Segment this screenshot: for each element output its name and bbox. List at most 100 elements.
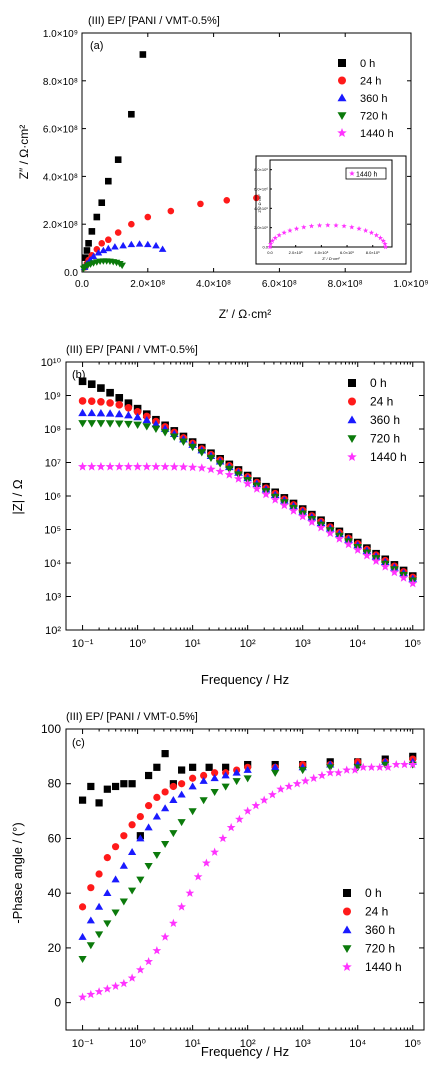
data-point xyxy=(334,534,344,543)
data-point xyxy=(202,858,211,867)
data-point xyxy=(102,984,112,993)
data-point xyxy=(408,578,418,588)
data-point xyxy=(85,240,92,247)
legend-label: 24 h xyxy=(365,905,388,919)
x-tick-label: 10⁰ xyxy=(129,1038,146,1050)
data-point xyxy=(133,421,142,430)
x-tick-label: 10⁴ xyxy=(349,638,366,650)
y-tick-label: 10⁵ xyxy=(44,525,61,537)
data-point xyxy=(127,848,137,856)
legend-label: 720 h xyxy=(370,432,400,446)
data-point xyxy=(128,220,135,228)
y-tick-label: 80 xyxy=(48,777,62,791)
inset-data-point xyxy=(276,232,282,238)
data-point xyxy=(344,539,354,549)
data-point xyxy=(144,956,153,966)
data-point xyxy=(215,466,225,476)
legend-marker xyxy=(342,925,352,934)
data-point xyxy=(270,495,280,504)
data-point xyxy=(301,776,310,785)
y-tick-label: 10⁴ xyxy=(44,558,61,570)
inset-data-point xyxy=(267,244,273,250)
data-point xyxy=(142,415,152,424)
inset-data-point xyxy=(377,235,384,241)
data-point xyxy=(158,245,167,252)
data-point xyxy=(292,779,302,788)
data-point xyxy=(136,876,145,884)
data-point xyxy=(151,419,161,428)
data-point xyxy=(197,449,207,457)
data-point xyxy=(115,394,124,402)
inset-y-tick-label: 2.0×10⁶ xyxy=(254,225,268,230)
data-point xyxy=(188,443,197,452)
data-point xyxy=(232,768,241,776)
legend-marker xyxy=(337,93,347,102)
data-point xyxy=(127,887,137,895)
x-tick-label: 10⁵ xyxy=(404,1038,421,1050)
data-point xyxy=(161,750,169,758)
data-point xyxy=(381,761,390,769)
y-tick-label: 10³ xyxy=(45,592,61,604)
inset-data-point xyxy=(293,225,300,231)
data-point xyxy=(222,763,230,771)
data-point xyxy=(185,888,195,897)
data-point xyxy=(87,397,96,406)
data-point xyxy=(375,762,385,772)
inset-x-axis-label: Z′ / Ω·cm² xyxy=(322,256,340,261)
panel-tag: (a) xyxy=(90,40,103,52)
data-point xyxy=(177,819,186,827)
data-point xyxy=(152,241,160,249)
data-point xyxy=(136,834,145,842)
inset-data-point xyxy=(301,224,307,230)
data-point xyxy=(334,768,343,777)
y-tick-label: 10⁸ xyxy=(44,424,61,436)
legend-label: 1440 h xyxy=(365,960,402,974)
data-point xyxy=(142,461,152,471)
legend-label: 360 h xyxy=(370,413,400,427)
data-point xyxy=(111,981,120,990)
legend-marker xyxy=(347,415,357,424)
data-point xyxy=(105,461,115,471)
x-tick-label: 10⁴ xyxy=(349,1038,366,1050)
legend-label: 720 h xyxy=(365,942,395,956)
legend-label: 720 h xyxy=(360,111,388,123)
y-tick-label: 4.0×10⁸ xyxy=(43,172,78,183)
legend-label: 1440 h xyxy=(360,128,394,140)
data-point xyxy=(78,955,87,963)
panel-title: (III) EP/ [PANI / VMT-0.5%] xyxy=(66,344,198,356)
inset-frame xyxy=(255,155,407,265)
data-point xyxy=(144,823,153,831)
y-tick-label: 8.0×10⁸ xyxy=(43,77,78,88)
data-point xyxy=(96,420,106,428)
y-axis-label: Z″ / Ω·cm² xyxy=(17,125,31,180)
data-point xyxy=(178,462,189,471)
y-tick-label: 0 xyxy=(54,996,61,1010)
y-tick-label: 10¹⁰ xyxy=(41,357,62,369)
inset-y-axis-label: Z″ / Ω·cm² xyxy=(257,194,262,213)
y-axis-label: |Z| / Ω xyxy=(10,479,25,515)
data-point xyxy=(325,768,335,777)
data-point xyxy=(96,461,106,471)
legend-label: 0 h xyxy=(360,58,375,70)
data-point xyxy=(86,916,95,924)
data-point xyxy=(145,802,153,810)
data-point xyxy=(128,780,136,788)
data-point xyxy=(87,380,96,388)
data-point xyxy=(152,851,161,859)
data-point xyxy=(78,461,88,471)
data-point xyxy=(317,770,327,780)
data-point xyxy=(114,461,124,471)
y-tick-label: 6.0×10⁸ xyxy=(43,125,78,136)
data-point xyxy=(103,854,111,862)
data-point xyxy=(178,780,186,788)
inset-x-tick-label: 2.0×10⁶ xyxy=(289,250,303,255)
data-point xyxy=(169,433,179,441)
inset-legend-label: 1440 h xyxy=(356,172,378,179)
data-point xyxy=(389,567,399,577)
data-point xyxy=(94,987,104,996)
data-point xyxy=(98,199,106,206)
data-point xyxy=(119,898,128,906)
legend-label: 1440 h xyxy=(370,450,407,464)
inset-plot-frame xyxy=(269,159,393,248)
data-point xyxy=(177,902,186,911)
